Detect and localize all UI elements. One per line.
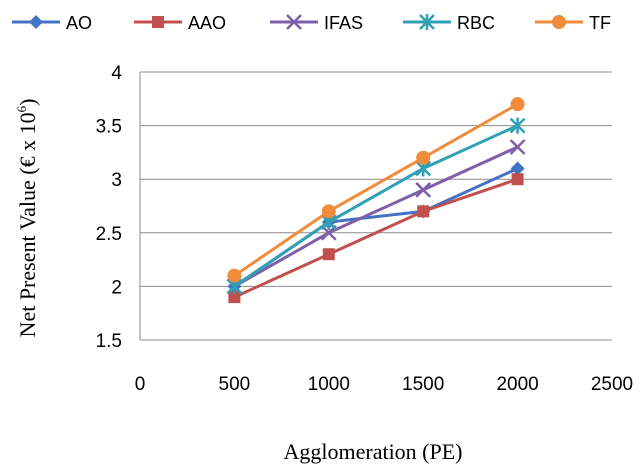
y-axis-title-superscript: 6 (14, 105, 29, 112)
circle-marker (227, 268, 242, 283)
y-tick-label: 1.5 (96, 331, 122, 352)
axes (139, 72, 612, 341)
y-tick-label: 4 (111, 63, 122, 84)
circle-marker (510, 97, 525, 112)
series-line (233, 177, 519, 299)
legend-label: IFAS (324, 13, 363, 33)
x-marker-stroke (509, 139, 526, 155)
y-axis-title-text: Net Present Value (€ x 10 (15, 112, 40, 337)
square-marker (511, 173, 524, 186)
x-tick-label: 2500 (591, 374, 633, 395)
legend-item-ao: AO (12, 13, 92, 33)
series-line (233, 124, 519, 288)
legend-item-ifas: IFAS (270, 13, 363, 33)
series-line (233, 102, 519, 277)
star-marker (509, 117, 526, 134)
legend-item-tf: TF (535, 13, 611, 33)
y-axis-title: Net Present Value (€ x 106) (14, 99, 40, 338)
y-tick-label: 2.5 (96, 224, 122, 245)
x-tick-label: 0 (135, 374, 146, 395)
legend-item-rbc: RBC (403, 13, 495, 33)
legend-label: TF (589, 13, 611, 33)
x-axis-title: Agglomeration (PE) (283, 439, 462, 464)
circle-marker (321, 204, 336, 219)
x-tick-label: 2000 (496, 374, 538, 395)
legend-item-aao: AAO (134, 13, 226, 33)
x-tick-label: 500 (219, 374, 251, 395)
gridlines (140, 71, 612, 287)
series-ao (227, 161, 525, 294)
circle-marker (552, 15, 566, 29)
y-tick-label: 3 (111, 170, 122, 191)
legend-label: AAO (188, 13, 226, 33)
x-tick-label: 1500 (402, 374, 444, 395)
circle-marker (416, 150, 431, 165)
series-tf (227, 97, 525, 283)
x-marker-stroke (415, 182, 432, 198)
series-rbc (226, 117, 526, 295)
y-axis-title-closing: ) (15, 99, 40, 106)
square-marker (322, 248, 335, 261)
legend-label: RBC (457, 13, 495, 33)
legend-label: AO (66, 13, 92, 33)
tick-labels: 1.5 2 2.5 3 3.5 4 0 500 1000 1500 2000 2500 (96, 63, 634, 395)
diamond-marker (29, 15, 43, 29)
star-marker (419, 14, 435, 30)
x-tick-label: 1000 (308, 374, 350, 395)
square-marker (417, 205, 430, 218)
y-tick-label: 3.5 (96, 117, 122, 138)
diamond-marker (510, 161, 525, 176)
y-tick-label: 2 (111, 277, 122, 298)
x-marker (509, 139, 526, 155)
square-marker (228, 291, 241, 304)
x-marker (415, 182, 432, 198)
x-marker-stroke (286, 14, 302, 30)
legend: AO AAO IFAS RBC TF (12, 13, 611, 33)
x-marker (286, 14, 302, 30)
series-group (226, 97, 526, 304)
series-line (233, 145, 519, 288)
square-marker (152, 16, 164, 28)
series-aao (228, 173, 524, 304)
